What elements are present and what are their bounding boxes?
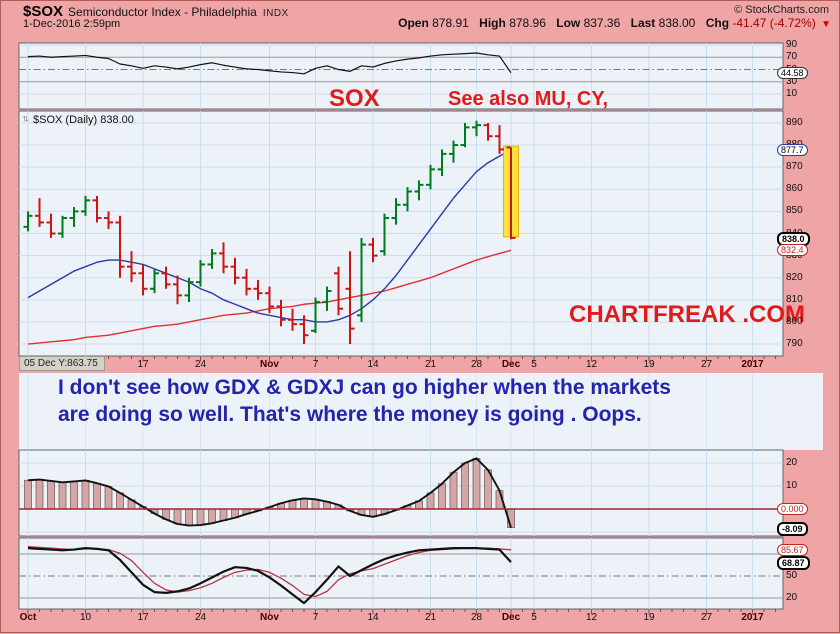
last-label: Last (630, 16, 656, 30)
chg-value: -41.47 (-4.72%) (732, 16, 816, 30)
ticker-symbol: $SOX (23, 3, 64, 20)
chg-label: Chg (705, 16, 730, 30)
annotation-comment-line1: I don't see how GDX & GDXJ can go higher… (58, 376, 671, 399)
chart-header: $SOX Semiconductor Index - Philadelphia IN… (23, 3, 289, 21)
annotation-sox: SOX (329, 85, 380, 112)
down-triangle-icon: ▼ (821, 19, 831, 30)
annotation-chartfreak: CHARTFREAK .COM (569, 301, 805, 328)
high-value: 878.96 (509, 16, 546, 30)
open-label: Open (398, 16, 429, 30)
updown-arrows-icon: ↑↓ (22, 113, 29, 123)
series-label: $SOX (Daily) 838.00 (33, 114, 134, 126)
copyright-note: © StockCharts.com (734, 4, 829, 16)
low-value: 837.36 (583, 16, 621, 30)
low-label: Low (556, 16, 581, 30)
high-label: High (479, 16, 506, 30)
open-value: 878.91 (432, 16, 469, 30)
annotation-comment-line2: are doing so well. That's where the mone… (58, 403, 642, 426)
quote-datetime: 1-Dec-2016 2:59pm (23, 18, 121, 30)
annotation-see-also: See also MU, CY, (448, 88, 609, 110)
crosshair-readout: 05 Dec Y:863.75 (19, 356, 105, 371)
quote-line: Open 878.91 High 878.96 Low 837.36 Last … (391, 16, 831, 30)
last-value: 838.00 (658, 16, 696, 30)
ticker-exchange: INDX (262, 8, 289, 19)
ticker-name: Semiconductor Index - Philadelphia (68, 5, 257, 19)
